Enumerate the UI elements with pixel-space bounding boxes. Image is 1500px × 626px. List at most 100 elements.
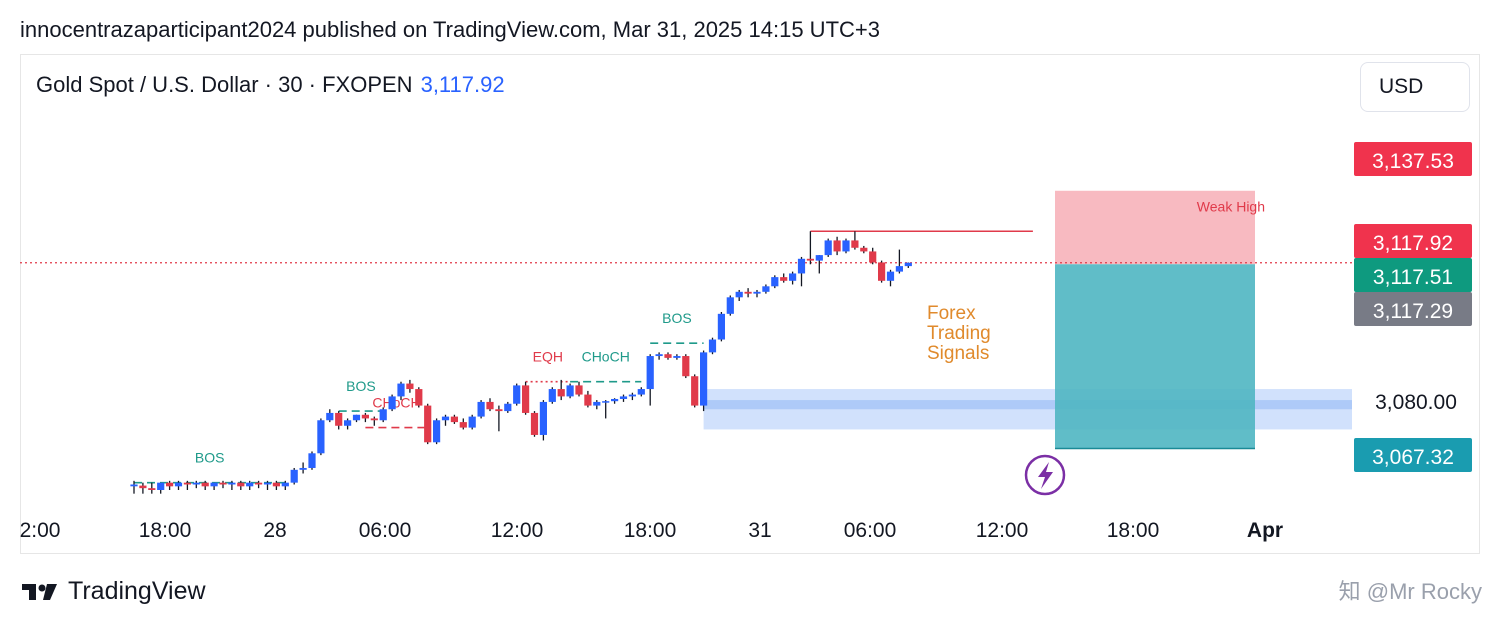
- last-price: 3,117.92: [420, 72, 505, 97]
- chart-frame: [20, 54, 1480, 554]
- lightning-icon: [1038, 462, 1053, 489]
- symbol-title: Gold Spot / U.S. Dollar · 30 · FXOPEN: [36, 72, 413, 97]
- candle-body: [201, 482, 209, 487]
- annotation-label: BOS: [662, 310, 692, 326]
- tradingview-logo-icon: [22, 583, 57, 600]
- candle-body: [308, 453, 316, 468]
- x-tick-label: 12:00: [491, 519, 544, 542]
- candle-body: [806, 258, 814, 261]
- annotation-label: CHoCH: [372, 395, 420, 411]
- candle-body: [344, 420, 352, 426]
- annotation-label: BOS: [195, 450, 225, 466]
- candle-body: [673, 356, 681, 358]
- candle-body: [842, 240, 850, 252]
- candle-body: [619, 396, 628, 399]
- candle-body: [317, 420, 325, 454]
- candle-body: [174, 482, 183, 487]
- price-axis-label: 3,117.51: [1373, 266, 1453, 289]
- price-axis-label: 3,067.32: [1372, 446, 1454, 469]
- candle-body: [797, 258, 806, 274]
- candle-body: [361, 414, 369, 419]
- candle-body: [717, 313, 725, 340]
- take-profit-zone: [1055, 264, 1255, 449]
- candle-body: [735, 291, 743, 298]
- price-axis-badge: [1354, 292, 1472, 326]
- candle-body: [379, 409, 387, 421]
- candle-body: [130, 484, 138, 487]
- stop-loss-zone: [1055, 190, 1255, 265]
- candle-body: [869, 251, 877, 263]
- candle-body: [762, 286, 770, 292]
- candle-body: [593, 401, 601, 406]
- candle-body: [450, 416, 458, 423]
- publish-caption: innocentrazaparticipant2024 published on…: [20, 17, 880, 42]
- overlay-text-line: Trading: [927, 323, 991, 344]
- candle-body: [459, 422, 467, 428]
- candle-body: [833, 240, 841, 252]
- candle-body: [370, 418, 378, 421]
- x-tick-label: 28: [263, 519, 286, 542]
- candle-body: [548, 389, 556, 402]
- candle-body: [246, 482, 254, 487]
- tradingview-brand: TradingView: [68, 577, 206, 605]
- candle-body: [495, 409, 503, 412]
- candle-body: [192, 482, 200, 485]
- candle-body: [513, 385, 521, 404]
- annotation-label: BOS: [346, 378, 376, 394]
- candle-body: [166, 482, 174, 487]
- candle-body: [664, 354, 672, 358]
- candle-body: [157, 482, 165, 490]
- candle-body: [326, 412, 334, 421]
- candle-body: [789, 273, 797, 281]
- candle-body: [771, 277, 779, 287]
- candle-body: [424, 405, 432, 443]
- candle-body: [433, 420, 441, 443]
- candle-body: [780, 277, 788, 281]
- annotation-label: CHoCH: [582, 349, 630, 365]
- candle-body: [611, 398, 619, 402]
- candle-body: [148, 488, 156, 490]
- x-tick-label: 18:00: [1107, 519, 1160, 542]
- candle-body: [895, 266, 903, 272]
- candle-body: [468, 416, 476, 428]
- candle-body: [637, 389, 645, 395]
- candle-body: [726, 297, 734, 314]
- candle-body: [646, 356, 654, 390]
- candle-body: [397, 383, 405, 397]
- candle-body: [878, 262, 886, 281]
- price-axis-label: 3,117.92: [1373, 232, 1453, 255]
- x-tick-label: 2:00: [20, 519, 61, 542]
- candle-body: [477, 401, 485, 417]
- annotation-label: EQH: [533, 349, 563, 365]
- author-watermark: 知 @Mr Rocky: [1338, 579, 1482, 604]
- candle-body: [744, 291, 752, 294]
- candle-body: [557, 389, 565, 397]
- candle-body: [290, 469, 298, 483]
- candle-body: [815, 255, 823, 261]
- candle-body: [753, 291, 761, 294]
- candle-body: [255, 482, 263, 485]
- candle-body: [219, 482, 227, 485]
- candle-body: [415, 389, 423, 406]
- candle-body: [539, 401, 547, 435]
- candle-body: [139, 485, 147, 489]
- candle-body: [691, 376, 699, 406]
- candle-body: [272, 482, 280, 487]
- candle-body: [335, 412, 343, 426]
- candle-body: [655, 354, 663, 357]
- x-tick-label: 31: [748, 519, 771, 542]
- candle-body: [824, 240, 832, 256]
- candle-body: [388, 396, 396, 410]
- annotation-label: Weak High: [1197, 198, 1265, 214]
- currency-button[interactable]: USD: [1360, 62, 1470, 112]
- candle-body: [281, 482, 289, 487]
- candle-body: [441, 416, 450, 421]
- tradingview-logo[interactable]: TradingView: [20, 577, 206, 606]
- x-tick-label: 18:00: [139, 519, 192, 542]
- price-axis-label: 3,137.53: [1372, 150, 1454, 173]
- candle-body: [486, 401, 494, 410]
- candle-body: [886, 271, 895, 281]
- symbol-legend: Gold Spot / U.S. Dollar · 30 · FXOPEN 3,1…: [36, 72, 505, 98]
- price-axis-badge: [1354, 224, 1472, 258]
